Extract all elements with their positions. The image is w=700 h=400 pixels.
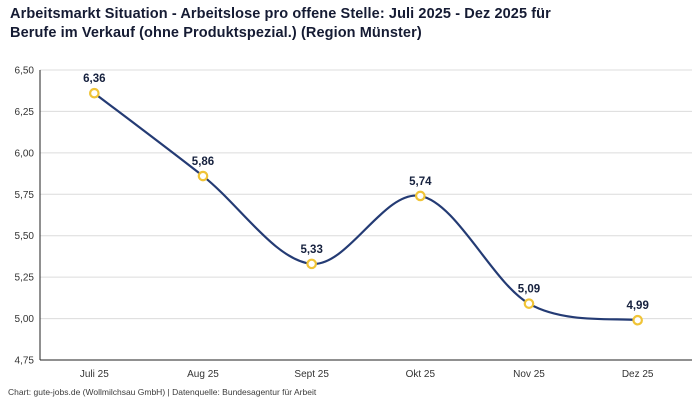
line-chart: 4,75 5,00 5,25 5,50 5,75 6,00 6,25 6,50 6,36 Juli… <box>0 46 700 382</box>
point-marker <box>89 87 100 99</box>
point-label: 5,33 <box>300 244 322 256</box>
x-tick-label: Nov 25 <box>513 369 545 380</box>
point-marker <box>523 298 535 309</box>
y-tick-label: 6,25 <box>15 107 35 118</box>
chart-svg: 4,75 5,00 5,25 5,50 5,75 6,00 6,25 6,50 6,36 Juli… <box>15 66 692 380</box>
point-marker <box>415 190 426 202</box>
chart-footer: Chart: gute-jobs.de (Wollmilchsau GmbH) … <box>8 387 317 397</box>
point-label: 5,74 <box>409 176 432 188</box>
y-tick-label: 5,50 <box>15 231 35 242</box>
chart-title: Arbeitsmarkt Situation - Arbeitslose pro… <box>10 5 551 43</box>
point-marker <box>306 258 317 270</box>
y-tick-label: 6,50 <box>15 66 35 77</box>
data-line <box>93 92 639 322</box>
point-label: 4,99 <box>626 300 648 312</box>
x-tick-label: Aug 25 <box>187 369 219 380</box>
y-tick-label: 5,75 <box>15 190 35 201</box>
x-tick-label: Sept 25 <box>294 369 329 380</box>
x-tick-label: Okt 25 <box>406 369 436 380</box>
y-tick-label: 5,25 <box>15 273 35 284</box>
point-marker <box>632 314 643 326</box>
point-label: 5,86 <box>192 156 214 168</box>
y-tick-label: 4,75 <box>15 356 35 367</box>
x-tick-label: Dez 25 <box>622 369 654 380</box>
point-label: 6,36 <box>83 73 105 85</box>
point-marker <box>197 170 209 182</box>
chart-title-line1: Arbeitsmarkt Situation - Arbeitslose pro… <box>10 6 551 22</box>
y-tick-label: 6,00 <box>15 148 35 159</box>
y-tick-label: 5,00 <box>15 314 35 325</box>
x-tick-label: Juli 25 <box>80 369 109 380</box>
chart-title-line2: Berufe im Verkauf (ohne Produktspezial.)… <box>10 25 422 42</box>
point-label: 5,09 <box>518 284 540 296</box>
